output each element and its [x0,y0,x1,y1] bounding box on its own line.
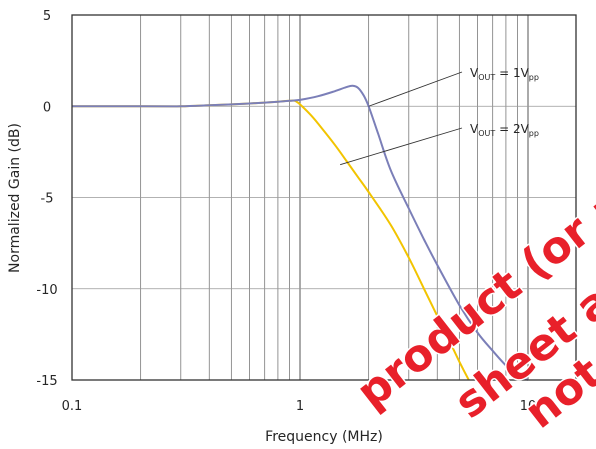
annotation-vout-1vpp-leader [368,71,463,107]
x-tick-label: 10 [520,399,537,414]
label-equals: = 2V [495,122,529,136]
annotation-vout-1vpp-label: VOUT = 1Vpp [470,66,539,82]
y-tick-label: 0 [43,100,51,115]
y-tick-label: 5 [43,9,51,24]
label-v: V [470,66,479,80]
x-axis-label: Frequency (MHz) [265,429,383,445]
annotation-vout-2vpp-label: VOUT = 2Vpp [470,122,539,138]
y-axis-label: Normalized Gain (dB) [7,123,23,273]
label-sub-out: OUT [478,129,495,138]
label-equals: = 1V [495,66,529,80]
series-line-vout-1vpp [71,84,529,381]
x-tick-label: 0.1 [62,399,83,414]
y-tick-label: -10 [36,283,57,298]
y-tick-label: -15 [36,374,57,389]
label-v: V [470,122,479,136]
annotation-vout-2vpp-leader [340,127,463,166]
plot-border [71,14,577,381]
grid [72,15,576,380]
label-sub-pp: pp [529,73,539,82]
label-sub-pp: pp [529,129,539,138]
label-sub-out: OUT [478,73,495,82]
x-tick-label: 1 [296,399,304,414]
tick-labels: 5 0 -5 -10 -15 0.1 1 10 [36,9,536,414]
series-lines [71,84,529,381]
y-tick-label: -5 [41,192,54,207]
